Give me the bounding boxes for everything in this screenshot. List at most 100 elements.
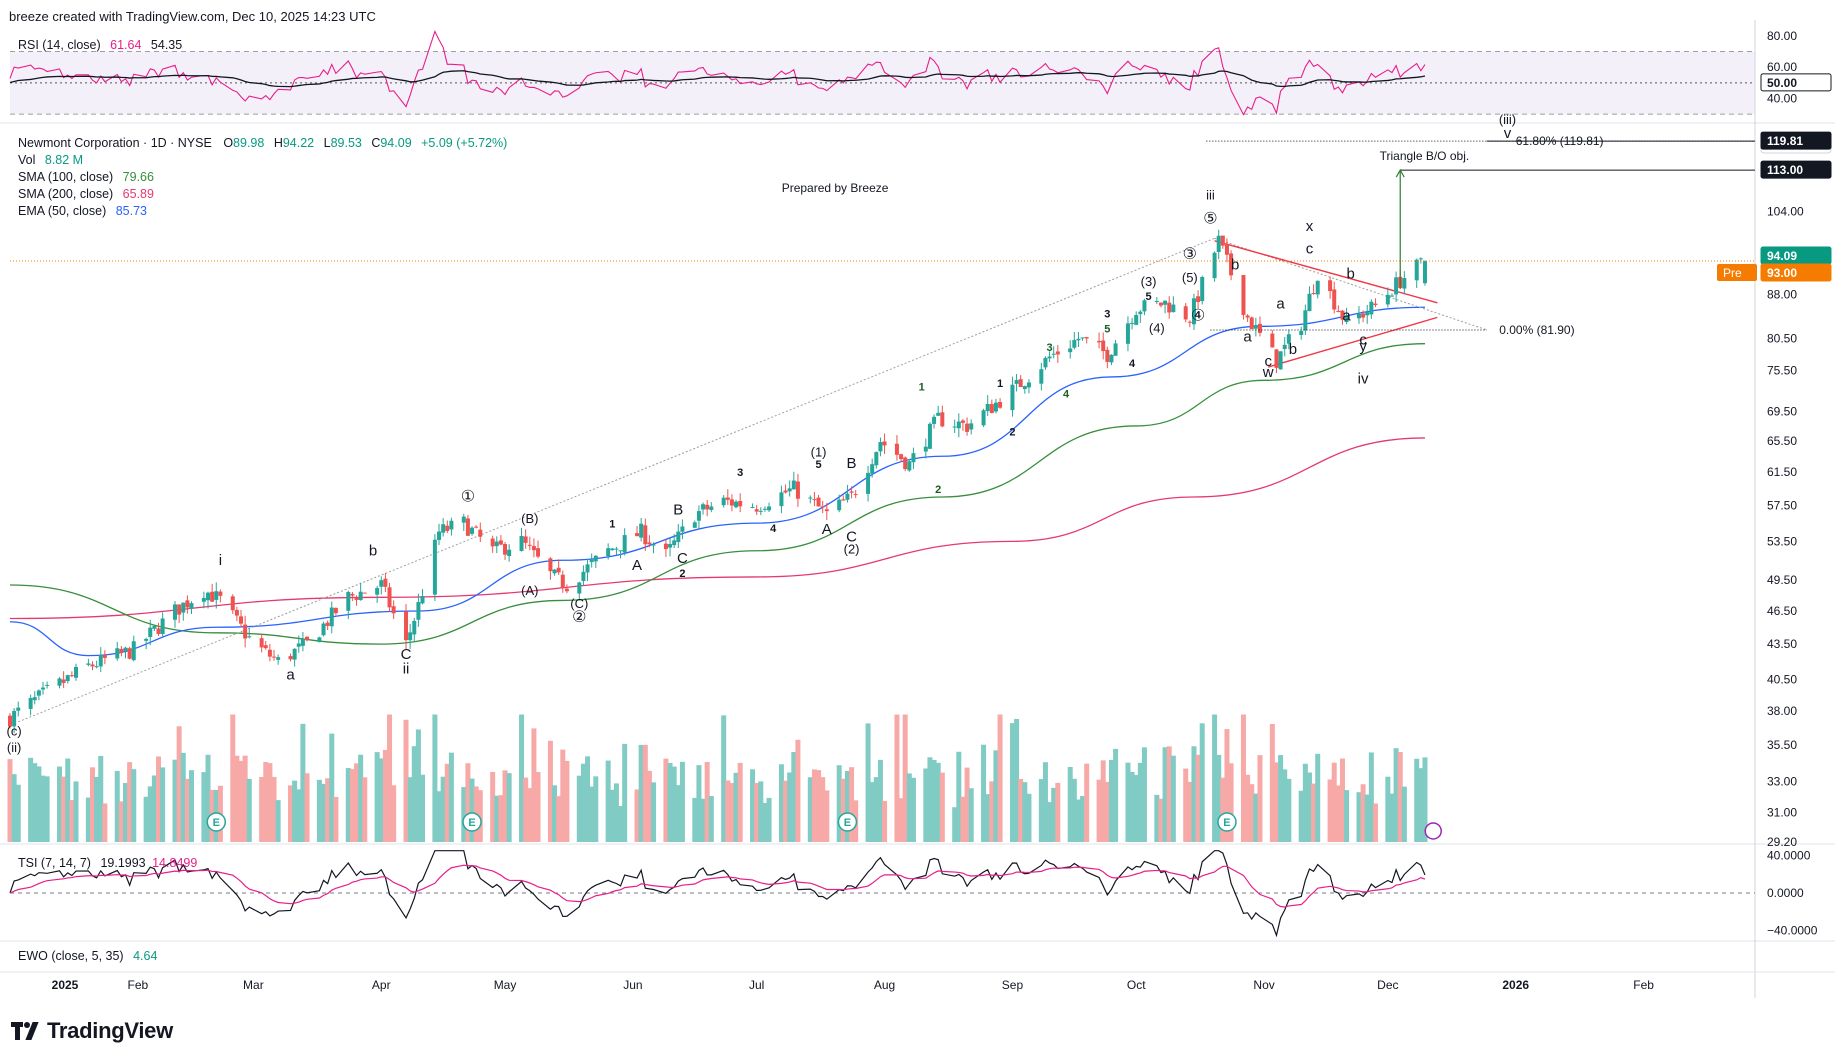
rsi-legend[interactable]: RSI (14, close) 61.64 54.35 — [18, 38, 182, 52]
candle-body — [234, 609, 239, 616]
volume-bar — [242, 755, 248, 842]
price-axis-label: 29.20 — [1767, 835, 1797, 849]
fib-price-badge: 119.81 — [1767, 134, 1803, 148]
volume-bar — [1339, 758, 1345, 842]
volume-bar — [1389, 793, 1395, 842]
tsi-legend[interactable]: TSI (7, 14, 7) 19.1993 14.8499 — [18, 856, 197, 870]
candle-body — [1286, 334, 1291, 344]
wave-label: w — [1262, 364, 1274, 381]
sma200-legend[interactable]: SMA (200, close) 65.89 — [18, 187, 154, 201]
wave-label: 2 — [679, 568, 685, 580]
sma100-legend[interactable]: SMA (100, close) 79.66 — [18, 170, 154, 184]
breakout-arrow-head — [1395, 168, 1405, 178]
wave-label: 4 — [770, 523, 777, 535]
rsi-line — [9, 30, 1426, 116]
volume-bar — [94, 776, 100, 842]
wave-label: 1 — [609, 519, 615, 531]
price-axis-label: 88.00 — [1767, 287, 1797, 301]
tsi-signal-value: 14.8499 — [152, 856, 198, 870]
volume-bar — [531, 728, 537, 842]
ewo-legend[interactable]: EWO (close, 5, 35) 4.64 — [18, 949, 157, 963]
volume-bar — [1393, 748, 1399, 842]
candle-body — [837, 499, 842, 511]
wave-label: B — [673, 501, 683, 518]
pre-label: Pre — [1723, 266, 1742, 280]
candle-body — [899, 454, 904, 460]
volume-bar — [869, 782, 875, 842]
candle-body — [305, 636, 310, 641]
candle-body — [1307, 293, 1312, 312]
candle-body — [894, 443, 899, 455]
volume-bar — [506, 773, 512, 842]
candle-body — [585, 564, 590, 573]
candle-body — [503, 543, 508, 555]
price-axis-label: 40.50 — [1767, 673, 1797, 687]
volume-bar — [1253, 793, 1259, 842]
candle-body — [358, 591, 363, 601]
time-axis-label: May — [494, 978, 517, 992]
candle-body — [808, 497, 813, 499]
wave-label: c — [1306, 241, 1314, 258]
candle-body — [173, 604, 178, 620]
volume-bar — [11, 774, 17, 842]
volume-bar — [1257, 755, 1263, 842]
volume-bar — [1026, 793, 1032, 842]
symbol-legend[interactable]: Newmont Corporation · 1D · NYSE O89.98 H… — [18, 136, 507, 150]
volume-legend[interactable]: Vol 8.82 M — [18, 153, 83, 167]
candle-body — [12, 710, 17, 727]
candle-body — [936, 412, 941, 416]
candle-body — [354, 597, 359, 600]
candle-body — [907, 461, 912, 471]
candle-body — [1196, 296, 1201, 303]
volume-bar — [898, 798, 904, 842]
candle-body — [1051, 353, 1056, 355]
candle-body — [791, 480, 796, 490]
candle-body — [478, 529, 483, 537]
triangle-objective-label: Triangle B/O obj. — [1380, 149, 1470, 163]
volume-bar — [671, 766, 677, 842]
candle-body — [779, 492, 784, 507]
candle-body — [1072, 340, 1077, 348]
volume-bar — [882, 800, 888, 842]
candle-body — [787, 488, 792, 492]
triangle-upper-line — [1214, 240, 1438, 304]
candle-body — [288, 656, 293, 660]
ema50-value: 85.73 — [115, 204, 147, 218]
wave-label: i — [219, 552, 222, 569]
volume-bar — [865, 723, 871, 842]
candle-body — [1171, 304, 1176, 313]
tsi-axis-label: −40.0000 — [1767, 924, 1818, 938]
ema50-legend[interactable]: EMA (50, close) 85.73 — [18, 204, 147, 218]
candle-body — [725, 497, 730, 500]
candle-body — [333, 607, 338, 614]
candle-body — [28, 697, 33, 709]
candle-body — [927, 423, 932, 449]
candle-body — [1109, 354, 1114, 363]
volume-bar — [906, 773, 912, 842]
wave-label: b — [1347, 266, 1355, 283]
candle-body — [1311, 293, 1316, 295]
candle-body — [729, 499, 734, 506]
tradingview-logo[interactable]: TradingView — [11, 1018, 173, 1044]
volume-bar — [679, 761, 685, 842]
volume-bar — [1191, 746, 1197, 842]
rsi-badge-bg — [1760, 73, 1832, 92]
volume-bar — [1071, 778, 1077, 842]
candle-body — [1332, 289, 1337, 310]
volume-bar — [795, 739, 801, 842]
volume-bar — [527, 788, 533, 842]
candle-body — [622, 535, 627, 553]
tsi-signal-line — [9, 864, 1426, 908]
wave-label: 1 — [919, 381, 925, 393]
volume-bar — [296, 789, 302, 842]
volume-bar — [642, 744, 648, 842]
volume-bar — [935, 762, 941, 842]
volume-bar — [638, 744, 644, 842]
wave-label: c — [1359, 332, 1367, 349]
ewo-label: EWO (close, 5, 35) — [18, 949, 124, 963]
volume-bar — [1104, 781, 1110, 842]
dividend-lightning-icon — [1424, 822, 1442, 840]
volume-bar — [733, 772, 739, 842]
candle-body — [1055, 351, 1060, 355]
